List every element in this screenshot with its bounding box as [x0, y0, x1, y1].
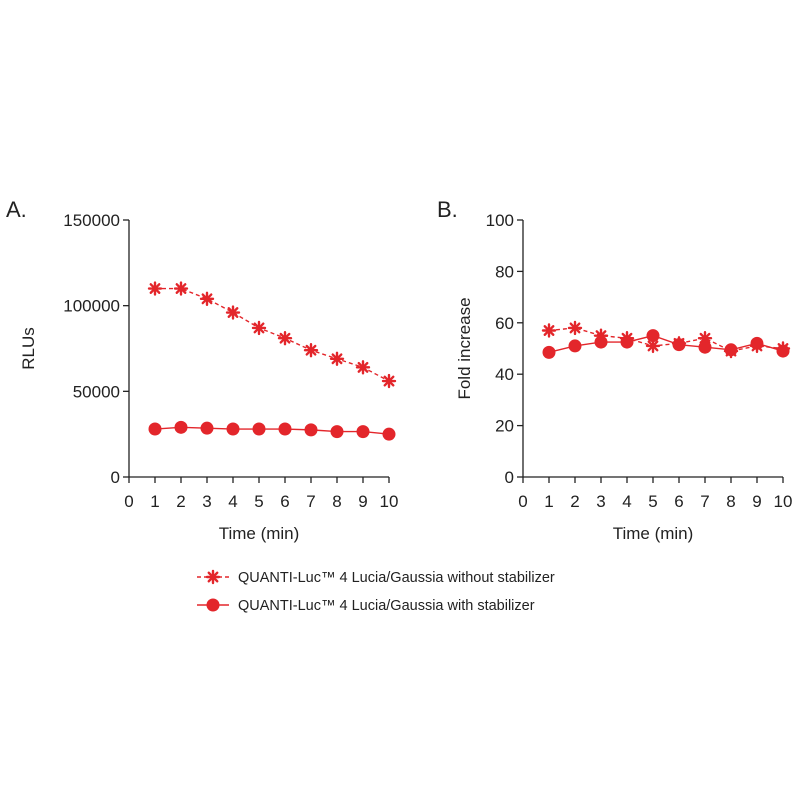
y-tick-label: 40 [495, 365, 514, 384]
y-tick-label: 100 [486, 211, 514, 230]
data-point-with-stabilizer [620, 335, 634, 349]
data-point-with-stabilizer [542, 345, 556, 359]
y-tick-label: 60 [495, 314, 514, 333]
y-tick-label: 80 [495, 262, 514, 281]
x-tick-label: 3 [596, 492, 605, 511]
data-point-with-stabilizer [200, 421, 214, 435]
x-tick-label: 8 [726, 492, 735, 511]
x-tick-label: 10 [774, 492, 793, 511]
x-tick-label: 6 [674, 492, 683, 511]
y-tick-label: 0 [111, 468, 120, 487]
data-point-with-stabilizer [724, 343, 738, 357]
data-point-without-stabilizer [329, 351, 345, 366]
legend-item: QUANTI-Luc™ 4 Lucia/Gaussia with stabili… [197, 598, 535, 614]
data-point-with-stabilizer [594, 335, 608, 349]
data-point-without-stabilizer [251, 320, 267, 336]
x-tick-label: 7 [306, 492, 315, 511]
data-point-without-stabilizer [199, 291, 215, 307]
x-tick-label: 6 [280, 492, 289, 511]
y-axis-title: Fold increase [455, 297, 474, 399]
panel-label: A. [6, 197, 27, 222]
x-tick-label: 5 [648, 492, 657, 511]
y-tick-label: 150000 [63, 211, 120, 230]
data-point-without-stabilizer [567, 320, 583, 336]
data-point-without-stabilizer [381, 373, 397, 389]
data-point-with-stabilizer [174, 420, 188, 434]
x-tick-label: 5 [254, 492, 263, 511]
legend-label: QUANTI-Luc™ 4 Lucia/Gaussia without stab… [238, 570, 555, 586]
legend: QUANTI-Luc™ 4 Lucia/Gaussia without stab… [197, 569, 555, 614]
data-point-with-stabilizer [356, 425, 370, 439]
data-point-with-stabilizer [382, 427, 396, 441]
data-point-with-stabilizer [252, 422, 266, 436]
x-tick-label: 0 [124, 492, 133, 511]
data-point-with-stabilizer [148, 422, 162, 436]
data-point-with-stabilizer [672, 338, 686, 352]
data-point-without-stabilizer [277, 331, 293, 346]
data-point-with-stabilizer [226, 422, 240, 436]
data-point-without-stabilizer [147, 281, 163, 296]
data-point-with-stabilizer [568, 339, 582, 353]
series-line-with-stabilizer [548, 334, 784, 354]
legend-item: QUANTI-Luc™ 4 Lucia/Gaussia without stab… [197, 569, 555, 586]
panel-label: B. [437, 197, 458, 222]
x-axis-title: Time (min) [613, 524, 694, 543]
x-tick-label: 8 [332, 492, 341, 511]
x-tick-label: 9 [358, 492, 367, 511]
x-tick-label: 4 [228, 492, 237, 511]
y-tick-label: 100000 [63, 297, 120, 316]
x-tick-label: 2 [570, 492, 579, 511]
x-axis-title: Time (min) [219, 524, 300, 543]
data-point-without-stabilizer [225, 305, 241, 320]
y-axis-title: RLUs [19, 327, 38, 370]
y-tick-label: 50000 [73, 382, 120, 401]
data-point-with-stabilizer [776, 344, 790, 358]
data-point-with-stabilizer [304, 423, 318, 437]
x-tick-label: 9 [752, 492, 761, 511]
x-tick-label: 1 [544, 492, 553, 511]
x-tick-label: 10 [380, 492, 399, 511]
x-tick-label: 7 [700, 492, 709, 511]
series-line-without-stabilizer [155, 287, 390, 382]
x-tick-label: 1 [150, 492, 159, 511]
data-point-without-stabilizer [173, 281, 189, 296]
legend-asterisk-marker [205, 569, 221, 585]
data-point-with-stabilizer [646, 329, 660, 343]
legend-circle-marker [206, 598, 220, 612]
data-point-with-stabilizer [750, 336, 764, 350]
data-point-with-stabilizer [330, 425, 344, 439]
x-tick-label: 0 [518, 492, 527, 511]
x-tick-label: 2 [176, 492, 185, 511]
series-line-with-stabilizer [154, 426, 390, 435]
x-tick-label: 3 [202, 492, 211, 511]
y-tick-label: 20 [495, 417, 514, 436]
data-point-without-stabilizer [303, 343, 319, 358]
x-tick-label: 4 [622, 492, 631, 511]
data-point-without-stabilizer [355, 360, 371, 375]
legend-label: QUANTI-Luc™ 4 Lucia/Gaussia with stabili… [238, 598, 535, 614]
data-point-with-stabilizer [278, 422, 292, 436]
series-line-without-stabilizer [548, 327, 784, 352]
data-point-without-stabilizer [541, 323, 557, 338]
y-tick-label: 0 [505, 468, 514, 487]
data-point-with-stabilizer [698, 340, 712, 354]
